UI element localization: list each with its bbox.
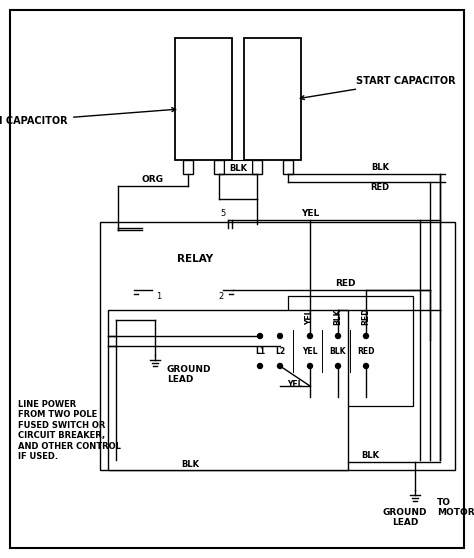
Text: YEL: YEL — [287, 380, 303, 389]
Circle shape — [257, 334, 263, 339]
Bar — [100, 222, 455, 470]
Bar — [183, 160, 193, 174]
Bar — [288, 296, 413, 406]
Bar — [175, 38, 232, 160]
Text: BLK: BLK — [181, 460, 199, 469]
Bar — [142, 228, 248, 290]
Text: BLK: BLK — [371, 163, 389, 172]
Text: 2: 2 — [218, 292, 223, 301]
Circle shape — [364, 334, 368, 339]
Text: BLK: BLK — [330, 347, 346, 355]
Text: 1: 1 — [156, 292, 161, 301]
Text: GROUND
LEAD: GROUND LEAD — [167, 365, 211, 384]
Text: RUN CAPACITOR: RUN CAPACITOR — [0, 108, 176, 126]
Text: TO
MOTOR: TO MOTOR — [437, 498, 474, 517]
Bar — [214, 160, 224, 174]
Circle shape — [308, 363, 312, 368]
Text: RELAY: RELAY — [177, 254, 213, 264]
Text: L2: L2 — [275, 347, 285, 355]
Bar — [108, 310, 348, 470]
Circle shape — [336, 363, 340, 368]
Circle shape — [277, 334, 283, 339]
Bar — [244, 38, 301, 160]
Text: BLK: BLK — [334, 309, 343, 325]
Bar — [294, 302, 406, 400]
Text: 5: 5 — [220, 209, 226, 218]
Bar — [252, 160, 262, 174]
Circle shape — [257, 363, 263, 368]
Text: RED: RED — [335, 279, 355, 288]
Text: LINE POWER
FROM TWO POLE
FUSED SWITCH OR
CIRCUIT BREAKER,
AND OTHER CONTROL
IF U: LINE POWER FROM TWO POLE FUSED SWITCH OR… — [18, 400, 121, 461]
Circle shape — [336, 334, 340, 339]
Text: RED: RED — [362, 307, 371, 325]
Text: YEL: YEL — [306, 310, 315, 325]
Text: RED: RED — [357, 347, 375, 355]
Bar — [245, 330, 393, 372]
Circle shape — [308, 334, 312, 339]
Text: BLK: BLK — [361, 451, 379, 460]
Text: GROUND
LEAD: GROUND LEAD — [383, 508, 427, 527]
Text: ORG: ORG — [142, 175, 164, 184]
Text: BLK: BLK — [229, 164, 247, 173]
Text: START CAPACITOR: START CAPACITOR — [300, 76, 456, 99]
Text: RED: RED — [371, 183, 390, 192]
Text: YEL: YEL — [301, 209, 319, 218]
Bar — [283, 160, 293, 174]
Circle shape — [277, 363, 283, 368]
Text: YEL: YEL — [302, 347, 318, 355]
Text: L1: L1 — [255, 347, 265, 355]
Bar — [300, 308, 399, 394]
Bar — [224, 160, 252, 174]
Circle shape — [364, 363, 368, 368]
